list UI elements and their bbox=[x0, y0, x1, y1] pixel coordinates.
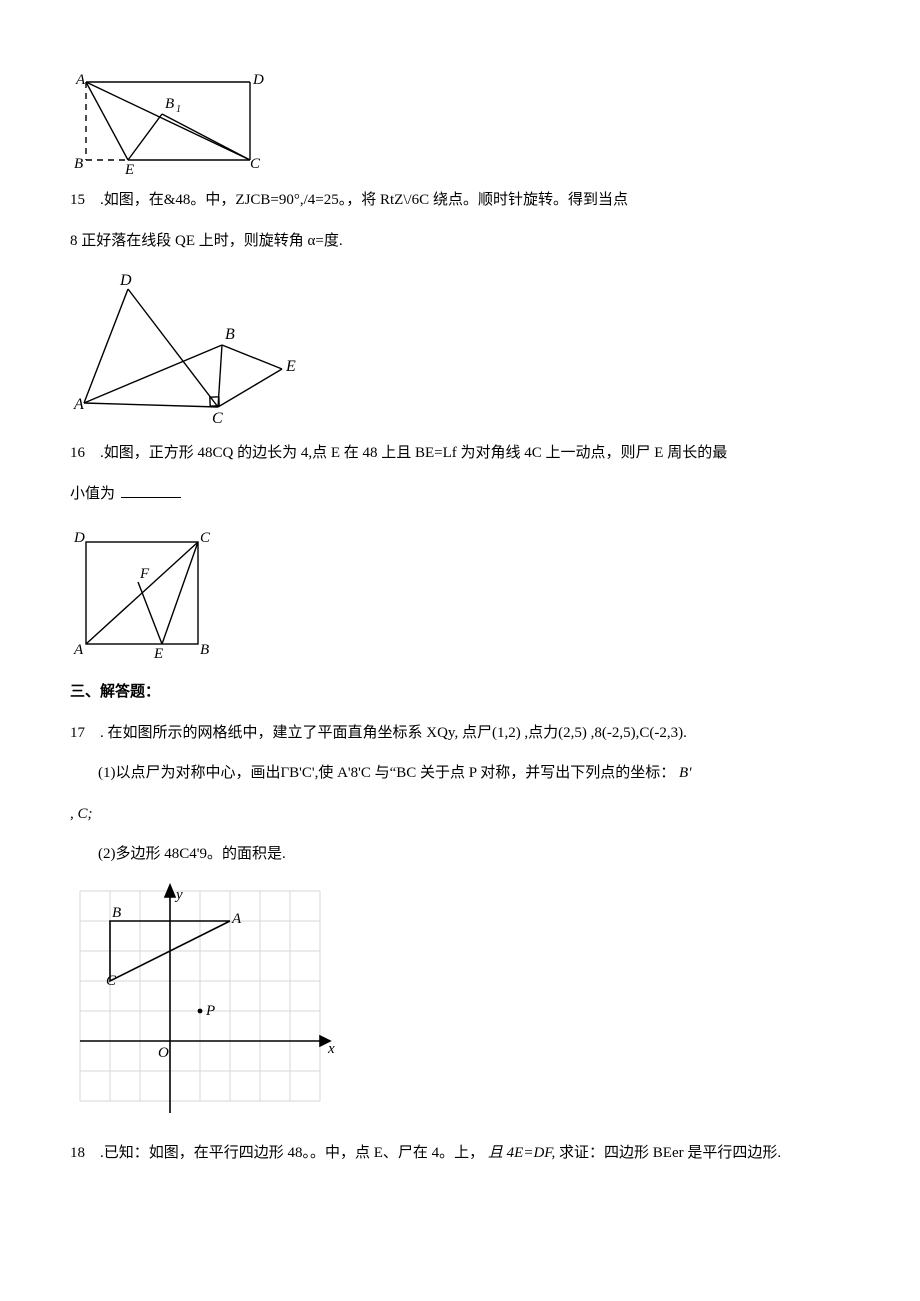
fig-14: A D B1 B E C bbox=[70, 66, 265, 174]
svg-text:x: x bbox=[327, 1041, 335, 1057]
svg-text:D: D bbox=[252, 72, 264, 88]
q16-blank bbox=[121, 483, 181, 498]
svg-text:D: D bbox=[119, 272, 132, 289]
q18-line1: 18 .已知：如图，在平行四边形 48。。中，点 E、尸在 4。上， 且 4E=… bbox=[70, 1139, 850, 1168]
q17-line2b: B' bbox=[679, 765, 691, 781]
svg-text:A: A bbox=[73, 642, 84, 658]
svg-text:y: y bbox=[174, 887, 183, 903]
svg-text:E: E bbox=[124, 162, 134, 174]
svg-text:C: C bbox=[106, 973, 117, 989]
q17-line3-text: , C; bbox=[70, 806, 93, 822]
q17-line1: 17 . 在如图所示的网格纸中，建立了平面直角坐标系 XQy, 点尸(1,2) … bbox=[70, 719, 850, 748]
fig-16: D C F A E B bbox=[70, 520, 220, 660]
svg-text:1: 1 bbox=[176, 104, 181, 115]
grid bbox=[80, 891, 320, 1101]
q15-line1: 15 .如图，在&48。中，ZJCB=90°,/4=25。，将 RtZ\/6C … bbox=[70, 186, 850, 215]
q18-line1b: 且 4E=DF, bbox=[488, 1145, 555, 1161]
svg-text:A: A bbox=[73, 396, 84, 413]
svg-text:D: D bbox=[73, 530, 85, 546]
svg-text:B: B bbox=[200, 642, 209, 658]
svg-text:C: C bbox=[200, 530, 211, 546]
svg-text:B: B bbox=[112, 905, 121, 921]
fig-15: D B E A C bbox=[70, 267, 300, 427]
svg-text:B: B bbox=[74, 156, 83, 172]
fig-17: y B A C P O x bbox=[70, 881, 340, 1127]
svg-text:E: E bbox=[153, 646, 163, 660]
q16-line2-text: 小值为 bbox=[70, 486, 119, 502]
svg-text:B: B bbox=[165, 96, 174, 112]
page-root: A D B1 B E C 15 .如图，在&48。中，ZJCB=90°,/4=2… bbox=[0, 0, 920, 1239]
q15-line2: 8 正好落在线段 QE 上时，则旋转角 α=度. bbox=[70, 227, 850, 256]
svg-text:B: B bbox=[225, 326, 235, 343]
section-title: 三、解答题： bbox=[70, 678, 850, 707]
q16-line2: 小值为 bbox=[70, 480, 850, 509]
q17-line2a: (1)以点尸为对称中心，画出ΓB'C',使 A'8'C 与“BC 关于点 P 对… bbox=[98, 765, 679, 781]
q16-line1: 16 .如图，正方形 48CQ 的边长为 4,点 E 在 48 上且 BE=Lf… bbox=[70, 439, 850, 468]
svg-text:A: A bbox=[75, 72, 86, 88]
q17-line3: , C; bbox=[70, 800, 850, 829]
svg-text:C: C bbox=[212, 410, 223, 427]
q18-line1c: 求证：四边形 BEer 是平行四边形. bbox=[555, 1145, 781, 1161]
svg-text:C: C bbox=[250, 156, 261, 172]
svg-text:O: O bbox=[158, 1045, 169, 1061]
svg-text:F: F bbox=[139, 566, 150, 582]
svg-text:A: A bbox=[231, 911, 242, 927]
q17-line2: (1)以点尸为对称中心，画出ΓB'C',使 A'8'C 与“BC 关于点 P 对… bbox=[70, 759, 850, 788]
svg-text:E: E bbox=[285, 358, 296, 375]
q18-line1a: 18 .已知：如图，在平行四边形 48。。中，点 E、尸在 4。上， bbox=[70, 1145, 488, 1161]
q17-line4: (2)多边形 48C4'9。的面积是. bbox=[70, 840, 850, 869]
svg-text:P: P bbox=[205, 1003, 215, 1019]
